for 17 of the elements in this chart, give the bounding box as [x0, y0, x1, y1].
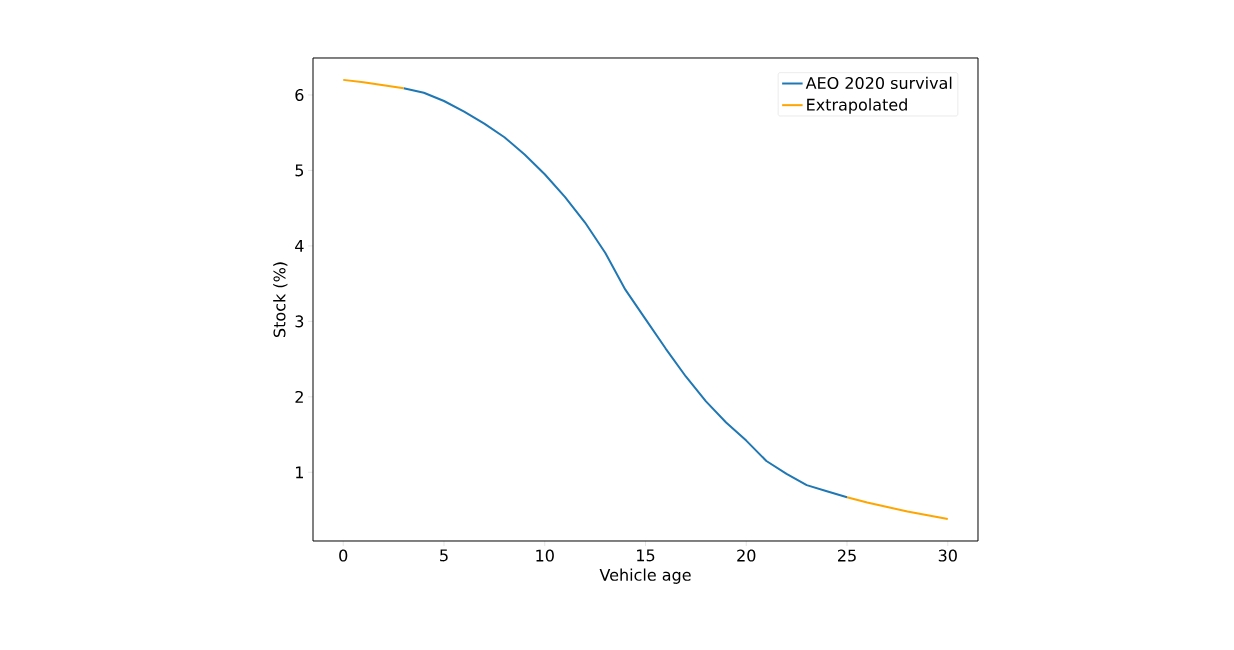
y-tick-label: 2: [295, 390, 303, 403]
x-tick-label: 30: [938, 549, 957, 562]
x-tick-label: 10: [536, 549, 554, 562]
x-axis-title: Vehicle age: [599, 568, 691, 584]
x-tick-label: 25: [838, 549, 856, 562]
x-tick-label: 5: [440, 549, 448, 562]
legend-label: Extrapolated: [807, 98, 907, 114]
legend-label: AEO 2020 survival: [805, 76, 952, 90]
x-tick-label: 0: [339, 549, 348, 562]
y-axis-title: Stock (%): [273, 262, 288, 337]
y-tick-label: 6: [295, 88, 304, 102]
y-tick-label: 4: [295, 240, 304, 252]
y-tick-label: 1: [296, 466, 303, 479]
x-tick-label: 20: [737, 549, 756, 562]
x-tick-label: 15: [637, 549, 655, 562]
y-tick-label: 3: [295, 315, 304, 328]
y-tick-label: 5: [295, 164, 304, 177]
